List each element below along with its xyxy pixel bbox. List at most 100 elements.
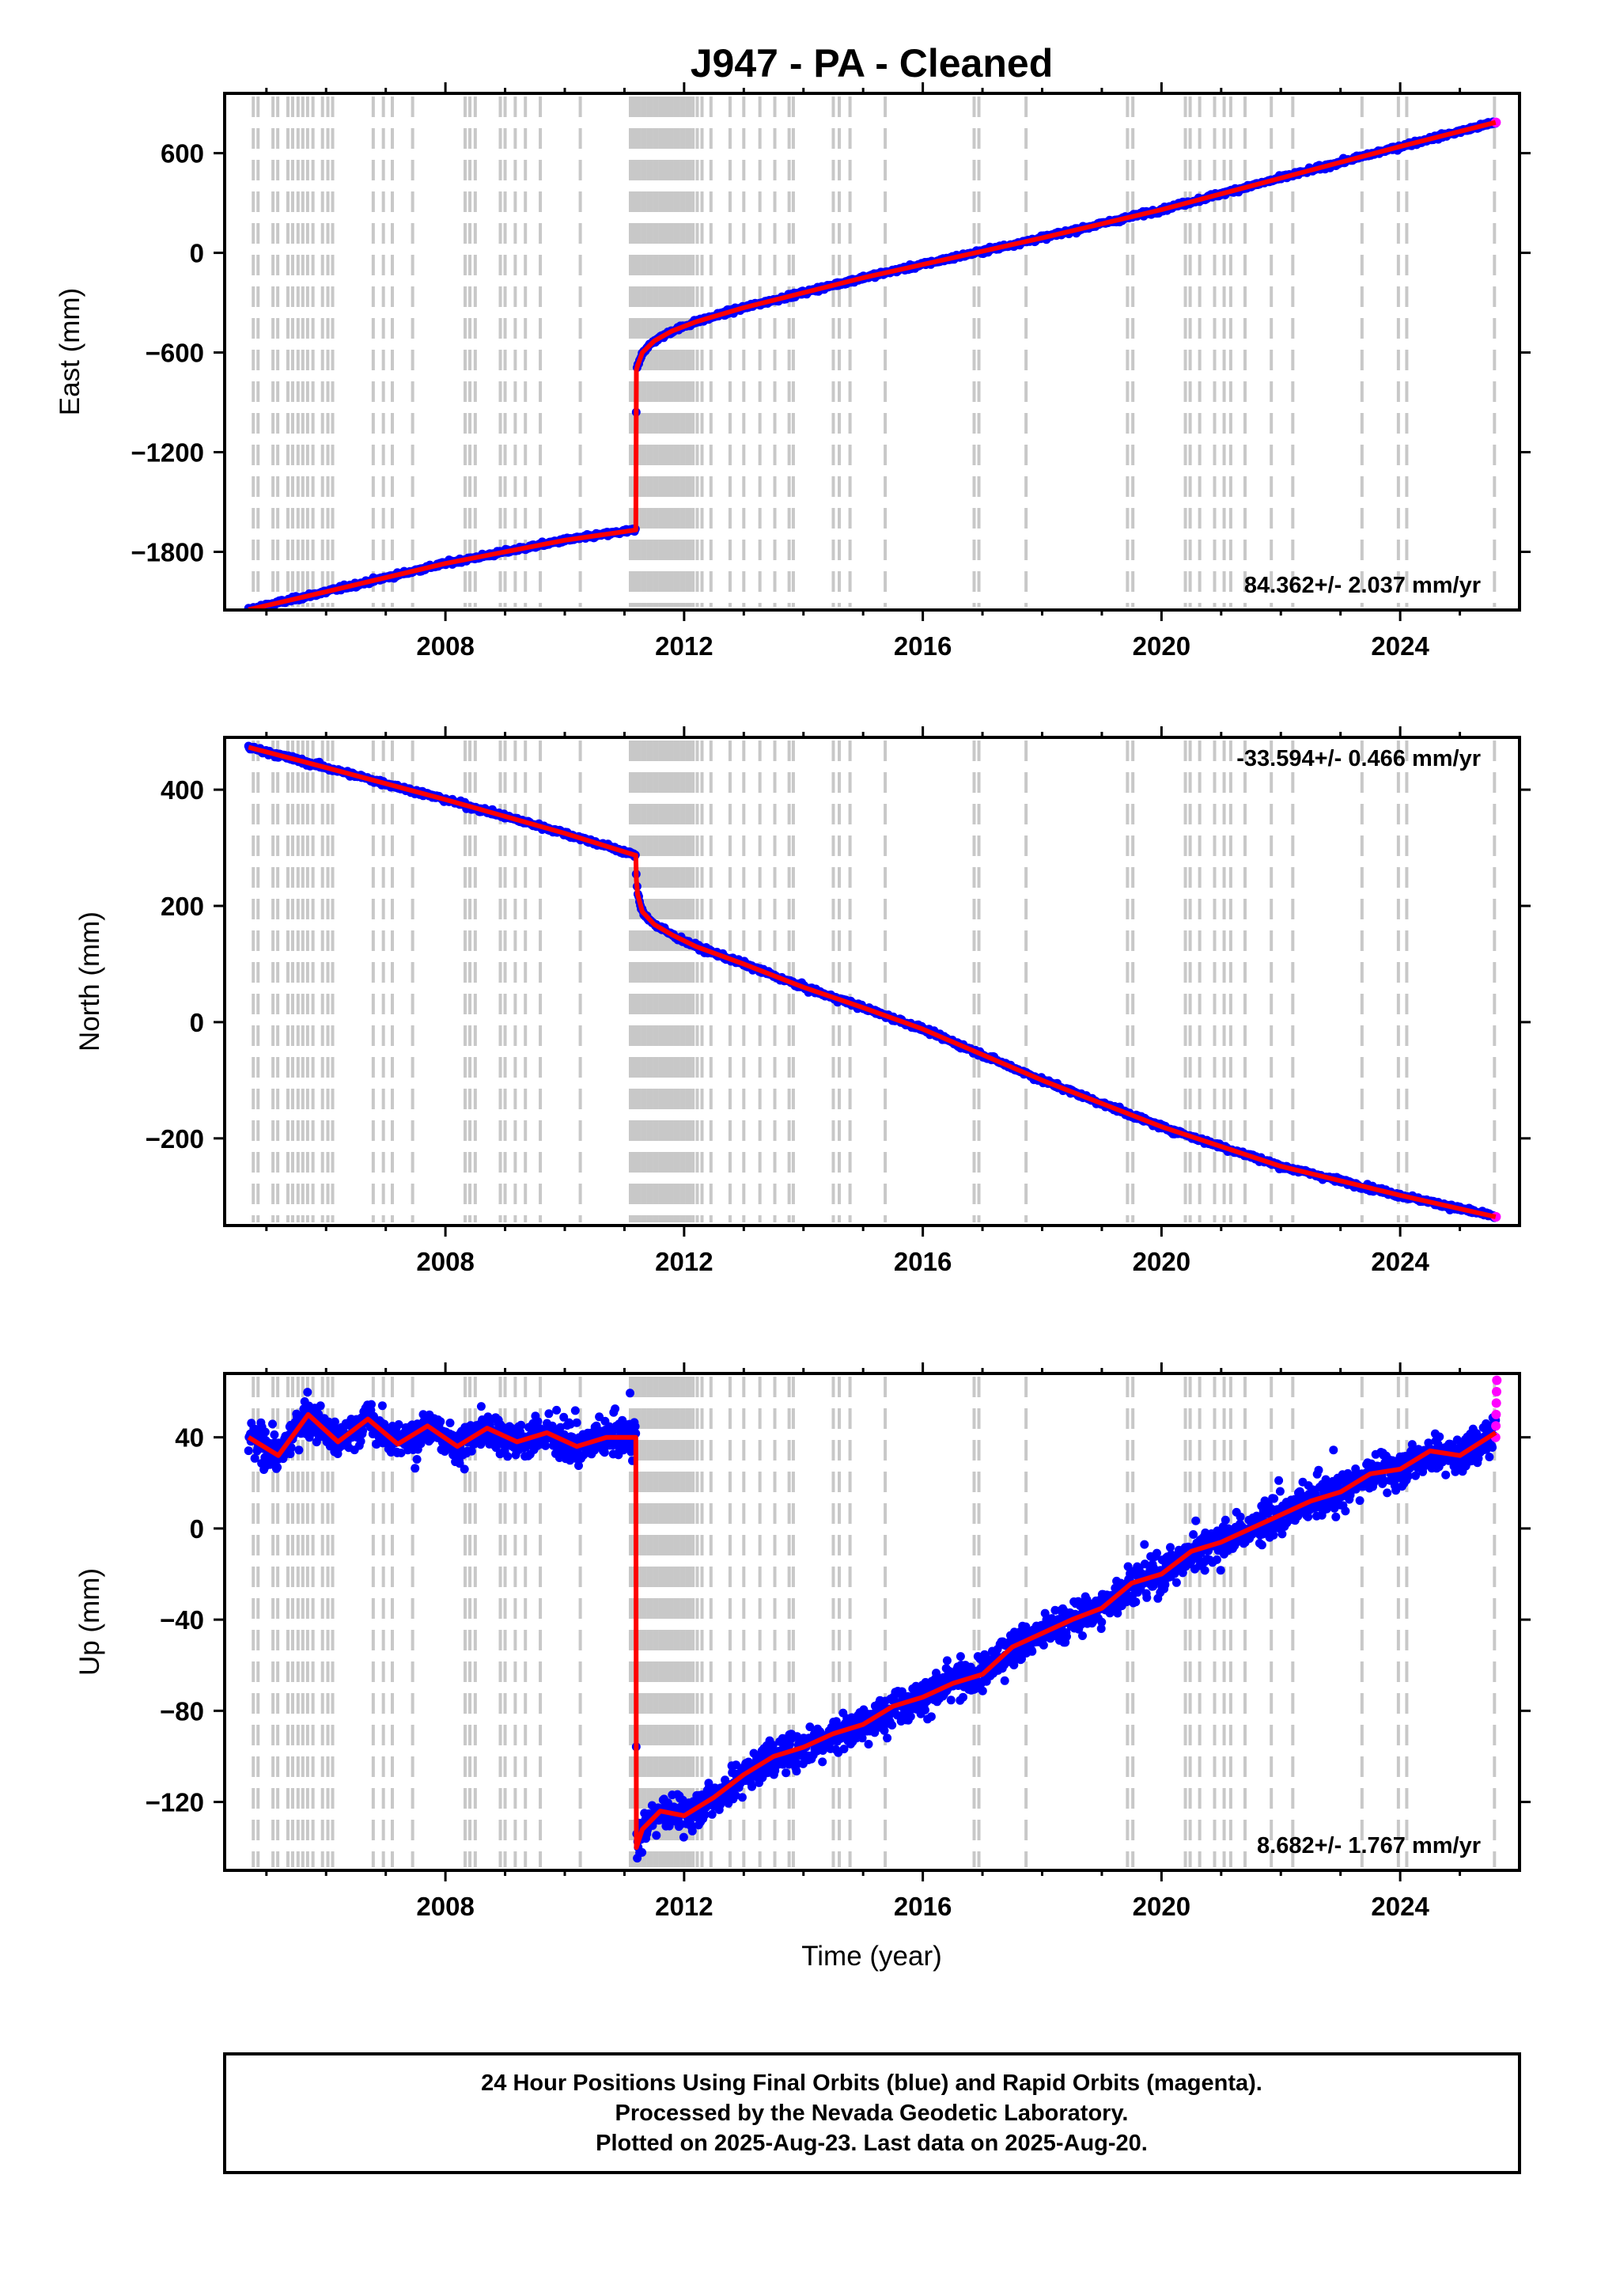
- final-orbit-point: [286, 1443, 296, 1453]
- final-orbit-point: [445, 1419, 455, 1427]
- x-tick-label: 2020: [1133, 631, 1190, 661]
- plot-frame: [223, 736, 1521, 1227]
- final-orbit-point: [638, 1847, 647, 1857]
- final-orbit-point: [559, 1412, 569, 1422]
- y-axis-label: East (mm): [55, 288, 85, 415]
- final-orbit-point: [244, 1446, 253, 1456]
- final-orbit-point: [541, 1441, 551, 1450]
- final-orbit-point: [626, 1389, 634, 1398]
- final-orbit-point: [330, 1417, 339, 1426]
- final-orbit-point: [356, 1437, 365, 1446]
- final-orbit-point: [396, 1448, 406, 1457]
- y-axis: −1800 −1200 −600 0 600: [131, 139, 1531, 567]
- final-orbit-point: [831, 1717, 841, 1726]
- final-orbit-point: [268, 1419, 277, 1429]
- final-orbit-point: [476, 1402, 486, 1411]
- final-orbit-point: [270, 1430, 279, 1439]
- observation-points: [244, 1388, 1501, 1863]
- final-orbit-point: [864, 1740, 873, 1749]
- final-orbit-point: [818, 1757, 827, 1767]
- final-orbit-point: [491, 1443, 501, 1453]
- final-orbit-point: [303, 1388, 312, 1397]
- x-tick-label: 2016: [894, 631, 952, 661]
- final-orbit-point: [600, 1448, 609, 1457]
- panel-1: 2008 2012 2016 2020 2024 −1800 −1200 −600 0 600 Ea…: [55, 82, 1531, 661]
- y-tick-label: −200: [146, 1124, 204, 1154]
- final-orbit-point: [467, 1446, 476, 1456]
- y-tick-label: 200: [161, 892, 204, 921]
- final-orbit-point: [921, 1705, 929, 1714]
- final-orbit-point: [946, 1695, 956, 1705]
- final-orbit-point: [517, 1420, 526, 1430]
- final-orbit-point: [572, 1418, 581, 1427]
- velocity-label: 84.362+/- 2.037 mm/yr: [1244, 573, 1481, 598]
- x-tick-label: 2008: [416, 631, 474, 661]
- final-orbit-point: [544, 1409, 554, 1419]
- final-orbit-point: [748, 1782, 756, 1791]
- final-orbit-point: [737, 1793, 747, 1802]
- final-orbit-point: [959, 1692, 967, 1702]
- x-tick-label: 2016: [894, 1247, 952, 1276]
- y-axis-label: North (mm): [74, 911, 105, 1051]
- observation-points: [244, 741, 1501, 1222]
- final-orbit-point: [805, 1722, 815, 1732]
- final-orbit-point: [792, 1767, 801, 1776]
- final-orbit-point: [358, 1426, 368, 1436]
- equipment-change-lines: [252, 741, 1497, 1222]
- final-orbit-point: [394, 1420, 403, 1429]
- final-orbit-point: [260, 1427, 270, 1437]
- final-orbit-point: [839, 1745, 849, 1754]
- final-orbit-point: [556, 1423, 565, 1432]
- y-axis: −200 0 200 400: [146, 775, 1531, 1154]
- y-tick-label: −1200: [131, 438, 204, 468]
- final-orbit-point: [570, 1406, 580, 1415]
- final-orbit-point: [316, 1401, 325, 1411]
- final-orbit-point: [978, 1686, 987, 1695]
- y-tick-label: 400: [161, 775, 204, 805]
- equipment-change-lines: [252, 97, 1497, 607]
- final-orbit-point: [1000, 1676, 1009, 1685]
- final-orbit-point: [574, 1461, 583, 1470]
- model-line: [248, 119, 1497, 610]
- x-tick-label: 2024: [1371, 1247, 1429, 1276]
- final-orbit-point: [273, 1463, 282, 1472]
- final-orbit-point: [652, 1831, 661, 1840]
- final-orbit-point: [857, 1733, 867, 1743]
- final-orbit-point: [870, 1728, 880, 1737]
- y-tick-label: 0: [190, 239, 204, 268]
- final-orbit-point: [611, 1404, 620, 1414]
- y-tick-label: 0: [190, 1008, 204, 1037]
- final-orbit-point: [411, 1464, 420, 1473]
- final-orbit-point: [377, 1401, 387, 1411]
- x-tick-label: 2012: [655, 631, 713, 661]
- final-orbit-point: [460, 1464, 469, 1474]
- final-orbit-point: [294, 1445, 304, 1455]
- final-orbit-point: [436, 1417, 445, 1426]
- final-orbit-point: [888, 1721, 897, 1730]
- final-orbit-point: [455, 1459, 464, 1468]
- x-tick-label: 2024: [1371, 631, 1429, 661]
- observation-points: [244, 117, 1501, 610]
- final-orbit-point: [942, 1656, 952, 1665]
- velocity-label: -33.594+/- 0.466 mm/yr: [1236, 746, 1481, 771]
- x-tick-label: 2008: [416, 1247, 474, 1276]
- final-orbit-point: [732, 1760, 740, 1770]
- chart-title: J947 - PA - Cleaned: [691, 41, 1054, 85]
- y-tick-label: −1800: [131, 538, 204, 567]
- final-orbit-point: [250, 1453, 259, 1463]
- final-orbit-point: [552, 1405, 562, 1415]
- final-orbit-point: [926, 1712, 936, 1722]
- y-tick-label: −600: [146, 339, 204, 368]
- final-orbit-point: [731, 1790, 740, 1800]
- y-tick-label: 600: [161, 139, 204, 169]
- final-orbit-point: [630, 1422, 640, 1431]
- x-axis: 2008 2012 2016 2020 2024: [265, 726, 1462, 1276]
- final-orbit-point: [700, 1810, 710, 1820]
- x-tick-label: 2012: [655, 1247, 713, 1276]
- final-orbit-point: [707, 1809, 717, 1819]
- model-line: [248, 744, 1497, 1219]
- final-orbit-point: [679, 1832, 688, 1842]
- final-orbit-point: [533, 1417, 543, 1426]
- final-orbit-point: [906, 1712, 915, 1721]
